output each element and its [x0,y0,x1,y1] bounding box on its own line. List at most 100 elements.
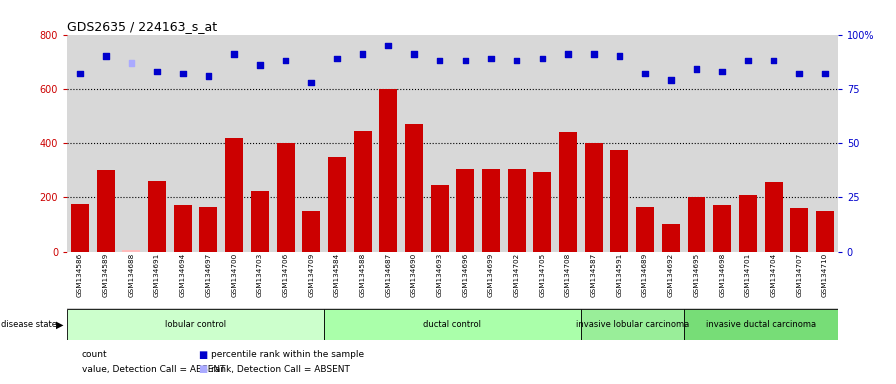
Bar [302,211,320,252]
Point [535,55,549,61]
Point [664,77,678,83]
Bar [354,131,372,252]
Text: ▶: ▶ [56,319,64,329]
Bar [405,124,423,252]
Point [612,53,626,60]
Bar [610,150,628,252]
Text: GDS2635 / 224163_s_at: GDS2635 / 224163_s_at [67,20,218,33]
Bar [687,197,705,252]
Point [330,55,344,61]
Text: GSM134696: GSM134696 [462,253,469,298]
Text: invasive lobular carcinoma: invasive lobular carcinoma [575,320,689,329]
Bar [816,211,834,252]
Point [510,58,524,64]
Point [792,71,806,77]
Bar [636,207,654,252]
Text: GSM134587: GSM134587 [590,253,597,298]
Point [176,71,190,77]
Text: GSM134687: GSM134687 [385,253,392,298]
Text: GSM134695: GSM134695 [694,253,700,298]
Point [689,66,703,72]
Bar [764,182,782,252]
Text: invasive ductal carcinoma: invasive ductal carcinoma [706,320,815,329]
Point [638,71,652,77]
Point [99,53,113,60]
Point [587,51,601,57]
Text: disease state: disease state [1,320,57,329]
Bar [200,207,218,252]
Point [433,58,447,64]
Point [73,71,87,77]
Point [484,55,498,61]
Bar [277,143,295,252]
Point [125,60,139,66]
Text: GSM134589: GSM134589 [103,253,108,298]
Text: percentile rank within the sample: percentile rank within the sample [211,350,365,359]
Bar [559,132,577,252]
Text: GSM134690: GSM134690 [411,253,417,298]
Bar [533,172,551,252]
Bar [379,89,397,252]
Point [279,58,293,64]
Bar [581,309,684,340]
Text: GSM134709: GSM134709 [308,253,314,298]
Text: ■: ■ [198,350,207,360]
Text: GSM134694: GSM134694 [180,253,185,298]
Text: GSM134691: GSM134691 [154,253,160,298]
Text: GSM134708: GSM134708 [565,253,571,298]
Bar [431,185,449,252]
Text: count: count [82,350,108,359]
Text: GSM134693: GSM134693 [436,253,443,298]
Text: value, Detection Call = ABSENT: value, Detection Call = ABSENT [82,365,225,374]
Text: GSM134588: GSM134588 [359,253,366,298]
Point [715,68,729,74]
Bar [123,250,141,252]
Point [741,58,755,64]
Text: GSM134702: GSM134702 [513,253,520,298]
Text: rank, Detection Call = ABSENT: rank, Detection Call = ABSENT [211,365,350,374]
Point [304,79,318,85]
Bar [148,181,166,252]
Point [253,62,267,68]
Text: GSM134704: GSM134704 [771,253,777,298]
Bar [174,205,192,252]
Point [766,58,780,64]
Bar [508,169,526,252]
Point [227,51,241,57]
Bar [713,205,731,252]
Text: GSM134688: GSM134688 [128,253,134,298]
Text: GSM134710: GSM134710 [822,253,828,298]
Point [381,42,395,48]
Bar [585,143,603,252]
Point [561,51,575,57]
Bar [739,195,757,252]
Bar [225,137,243,252]
Bar [97,170,115,252]
Text: GSM134699: GSM134699 [488,253,494,298]
Text: GSM134707: GSM134707 [797,253,802,298]
Bar [71,204,89,252]
Text: GSM134584: GSM134584 [334,253,340,298]
Bar [251,190,269,252]
Text: GSM134706: GSM134706 [282,253,289,298]
Text: GSM134701: GSM134701 [745,253,751,298]
Bar [684,309,838,340]
Text: ■: ■ [198,364,207,374]
Text: GSM134689: GSM134689 [642,253,648,298]
Text: GSM134703: GSM134703 [257,253,263,298]
Bar [67,309,324,340]
Bar [328,157,346,252]
Text: GSM134698: GSM134698 [719,253,725,298]
Point [818,71,832,77]
Bar [324,309,581,340]
Text: GSM134591: GSM134591 [616,253,623,298]
Point [356,51,370,57]
Bar [790,208,808,252]
Text: GSM134705: GSM134705 [539,253,546,298]
Text: GSM134700: GSM134700 [231,253,237,298]
Text: lobular control: lobular control [165,320,226,329]
Bar [456,169,474,252]
Text: GSM134586: GSM134586 [77,253,83,298]
Point [150,68,164,74]
Point [458,58,472,64]
